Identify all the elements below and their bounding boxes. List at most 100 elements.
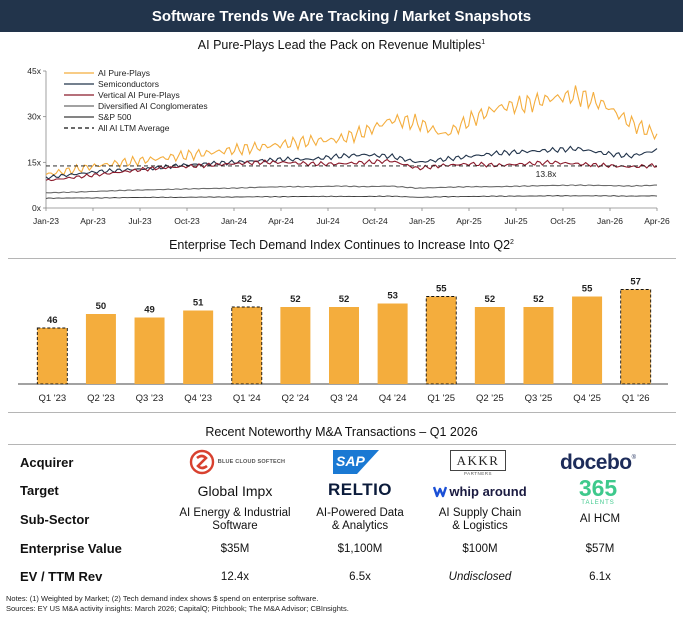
y-tick-label: 30x xyxy=(27,112,41,122)
bar-value-label: 49 xyxy=(144,305,155,316)
x-tick-label: Q1 '23 xyxy=(38,393,66,404)
x-tick-label: Apr-24 xyxy=(268,216,294,226)
x-tick-label: Jul-25 xyxy=(504,216,527,226)
target-name: RELTIO xyxy=(327,480,393,499)
ev-ttm-rev-cell: 12.4x xyxy=(220,571,250,583)
bar xyxy=(231,306,263,385)
sources-line: Sources: EY US M&A activity insights: Ma… xyxy=(6,604,349,613)
series-line xyxy=(45,145,658,180)
legend-label: S&P 500 xyxy=(98,112,132,122)
x-tick-label: Q3 '25 xyxy=(525,393,553,404)
x-tick-label: Q4 '25 xyxy=(573,393,601,404)
y-tick-label: 0x xyxy=(32,203,42,213)
x-tick-label: Oct-25 xyxy=(550,216,576,226)
y-tick-label: 45x xyxy=(27,66,41,76)
bar-chart-title: Enterprise Tech Demand Index Continues t… xyxy=(169,238,514,252)
x-tick-label: Jan-26 xyxy=(597,216,623,226)
bar-value-label: 51 xyxy=(193,298,204,309)
series-line xyxy=(45,158,658,182)
legend-label: Diversified AI Conglomerates xyxy=(98,101,208,111)
akkr-logo-frame: AKKR xyxy=(449,450,507,471)
x-tick-label: Jan-23 xyxy=(33,216,59,226)
bar xyxy=(134,317,165,384)
legend-label: AI Pure-Plays xyxy=(98,68,150,78)
bar xyxy=(523,307,554,384)
series-line xyxy=(45,184,657,194)
bar-value-label: 50 xyxy=(96,301,107,312)
bar-value-label: 52 xyxy=(241,294,252,305)
bar xyxy=(620,289,652,385)
acquirer-name: BLUE CLOUD SOFTECH xyxy=(217,459,286,465)
enterprise-value-cell: $57M xyxy=(585,543,615,555)
target-logo-whip-around: whip around xyxy=(425,481,535,501)
acquirer-name: SAP xyxy=(336,453,365,469)
acquirer-sub: PARTNERS xyxy=(463,471,493,476)
acquirer-logo-blue-cloud: BLUE CLOUD SOFTECH xyxy=(187,448,287,476)
legend-label: Semiconductors xyxy=(98,79,159,89)
line-chart-title: AI Pure-Plays Lead the Pack on Revenue M… xyxy=(197,38,486,52)
x-tick-label: Q2 '24 xyxy=(282,393,310,404)
target-name: 365 xyxy=(578,474,618,501)
bar xyxy=(280,307,311,384)
bar-value-label: 55 xyxy=(582,284,593,295)
bar-value-label: 57 xyxy=(630,277,641,288)
bar xyxy=(85,314,116,384)
bar xyxy=(183,310,214,384)
x-tick-label: Jan-24 xyxy=(221,216,247,226)
acquirer-logo-sap: SAP xyxy=(330,449,382,475)
acquirer-logo-docebo: docebo ® xyxy=(548,450,648,476)
sap-logo-icon xyxy=(333,450,379,474)
x-tick-label: Oct-24 xyxy=(362,216,388,226)
bar-value-label: 52 xyxy=(485,294,496,305)
legend-label: All AI LTM Average xyxy=(98,123,170,133)
legend-label: Vertical AI Pure-Plays xyxy=(98,90,180,100)
target-logo-365-talents: 365 TALENTS xyxy=(563,474,633,508)
target-sub: TALENTS xyxy=(581,499,615,506)
row-label-acquirer: Acquirer xyxy=(20,455,74,470)
series-line xyxy=(45,85,658,176)
x-tick-label: Q4 '24 xyxy=(379,393,407,404)
acquirer-name: AKKR xyxy=(456,453,500,468)
x-tick-label: Apr-25 xyxy=(456,216,482,226)
section-divider xyxy=(8,412,676,413)
bar xyxy=(329,307,359,384)
x-tick-label: Q4 '23 xyxy=(184,393,212,404)
sub-sector-cell: AI Energy & Industrial Software xyxy=(179,507,291,532)
whip-around-logo-icon xyxy=(433,486,448,498)
ev-ttm-rev-cell: Undisclosed xyxy=(448,571,512,583)
x-tick-label: Oct-23 xyxy=(174,216,200,226)
bar-value-label: 52 xyxy=(290,294,301,305)
bar xyxy=(572,296,603,384)
x-tick-label: Jan-25 xyxy=(409,216,435,226)
header-title: Software Trends We Are Tracking / Market… xyxy=(151,7,532,25)
ma-title: Recent Noteworthy M&A Transactions – Q1 … xyxy=(205,425,478,439)
average-value-label: 13.8x xyxy=(536,169,558,179)
enterprise-value-cell: $35M xyxy=(220,543,250,555)
bar-value-label: 46 xyxy=(47,315,58,326)
bar xyxy=(474,307,505,384)
enterprise-value-cell: $1,100M xyxy=(337,543,383,555)
x-tick-label: Q3 '23 xyxy=(136,393,164,404)
section-divider xyxy=(8,258,676,259)
x-tick-label: Q2 '25 xyxy=(476,393,504,404)
x-tick-label: Q1 '24 xyxy=(233,393,261,404)
x-tick-label: Q1 '25 xyxy=(427,393,455,404)
registered-mark-icon: ® xyxy=(631,455,637,461)
bar xyxy=(377,303,408,384)
page-header: Software Trends We Are Tracking / Market… xyxy=(0,0,683,32)
section-divider xyxy=(8,444,676,445)
bar xyxy=(425,296,457,385)
bar xyxy=(36,327,68,385)
y-tick-label: 15x xyxy=(27,157,41,167)
bar-chart: 46 Q1 '23 50 Q2 '23 49 Q3 '23 51 Q4 '23 52 Q1 '24… xyxy=(18,277,668,404)
x-tick-label: Q3 '24 xyxy=(330,393,358,404)
row-label-ev-ttm-rev: EV / TTM Rev xyxy=(20,569,103,584)
blue-cloud-logo-icon xyxy=(189,449,214,475)
x-tick-label: Jul-24 xyxy=(316,216,339,226)
row-label-enterprise-value: Enterprise Value xyxy=(20,541,122,556)
bar-value-label: 52 xyxy=(533,294,544,305)
line-chart: 0x 15x 30x 45x Jan-23 Apr-23 Jul-23 Oct-23 Jan-2… xyxy=(27,66,670,226)
enterprise-value-cell: $100M xyxy=(462,543,498,555)
row-label-sub-sector: Sub-Sector xyxy=(20,512,90,527)
target-name: whip around xyxy=(449,483,527,499)
